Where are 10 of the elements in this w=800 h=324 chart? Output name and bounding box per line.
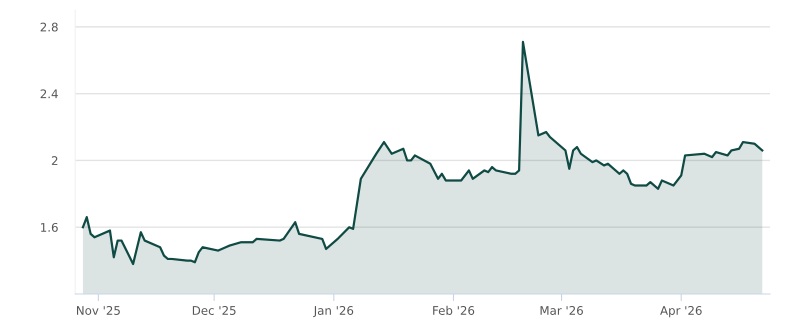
x-tick-label: Nov '25	[76, 306, 120, 315]
x-tick-label: Mar '26	[540, 306, 583, 315]
y-tick-label: 1.6	[41, 222, 58, 232]
x-tick-label: Dec '25	[192, 306, 236, 315]
x-tick-label: Feb '26	[433, 306, 474, 315]
x-tick-label: Apr '26	[660, 306, 702, 318]
x-tick-label: Jan '26	[313, 306, 354, 318]
y-tick-label: 2.4	[40, 89, 58, 98]
y-tick-label: 2.8	[40, 22, 58, 32]
y-tick-label: 2	[52, 156, 58, 165]
